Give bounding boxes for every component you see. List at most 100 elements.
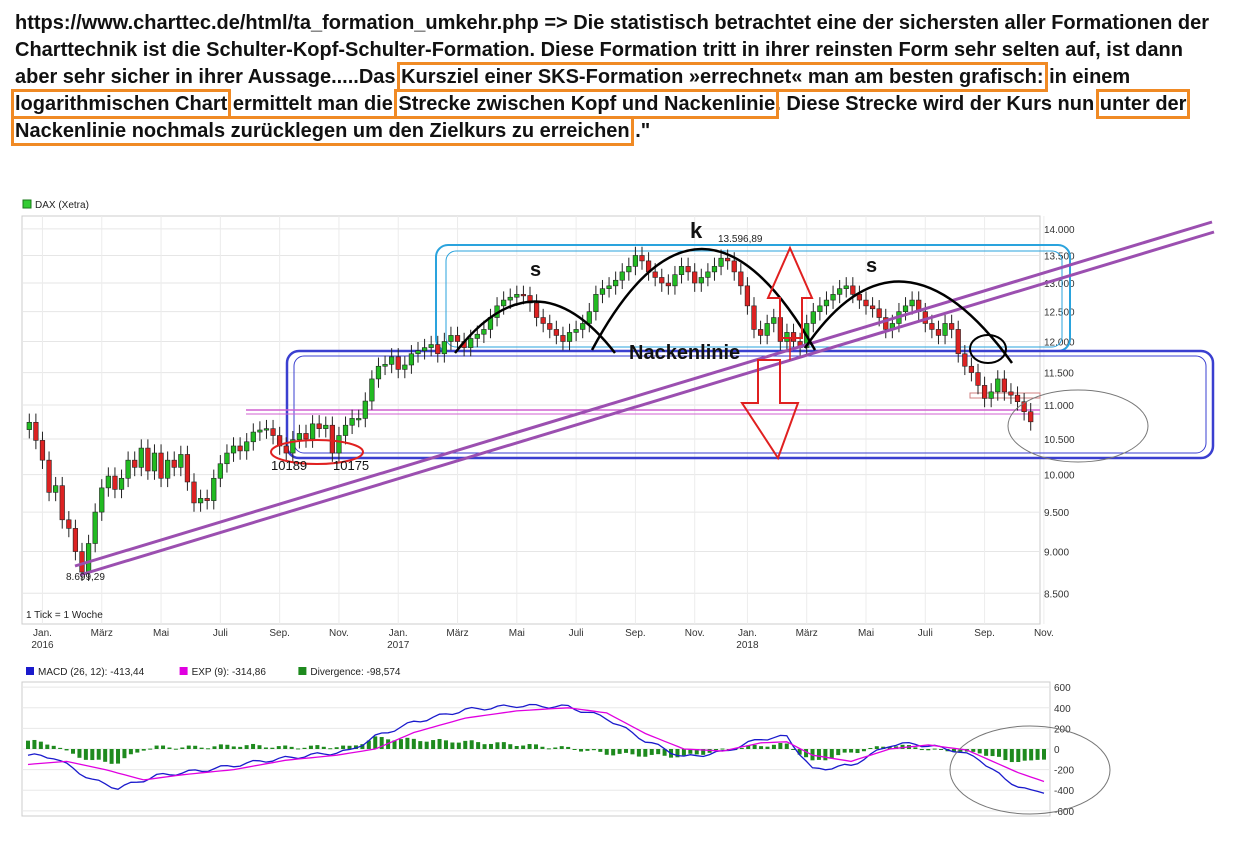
candle [59, 476, 65, 529]
dax-legend-swatch [22, 199, 32, 209]
divergence-bar [405, 737, 410, 749]
macd-panel: MACD (26, 12): -413,44 EXP (9): -314,86 Di… [21, 667, 1111, 818]
head-height-arrow [766, 245, 814, 339]
candle-body [178, 454, 184, 468]
candle-body [250, 431, 256, 443]
candle-body [329, 424, 335, 454]
candle [692, 263, 698, 292]
candle-body [303, 433, 309, 440]
candle-body [112, 475, 118, 490]
candle [33, 413, 39, 450]
candle-body [211, 477, 217, 501]
left-shoulder-label: s [530, 259, 541, 281]
candle [382, 355, 388, 376]
candle-body [72, 528, 79, 552]
candle [415, 341, 421, 363]
target-arrow [740, 359, 800, 461]
macd-legend-swatch [298, 667, 307, 675]
candle [949, 314, 955, 339]
divergence-bar [45, 744, 50, 749]
headline-highlight: unter der Nackenlinie nochmals zurückleg… [10, 89, 1191, 146]
divergence-bar [71, 749, 76, 754]
candle [1008, 383, 1014, 404]
candle [566, 323, 573, 351]
candle [1014, 386, 1021, 411]
candle-body [448, 335, 454, 342]
candle-body [705, 271, 711, 278]
candle-body [1021, 401, 1027, 412]
candle [725, 249, 731, 270]
candle [26, 413, 32, 439]
candle-body [421, 347, 428, 351]
candle [336, 426, 342, 462]
divergence-bar [488, 743, 493, 749]
macd-y-tick-label: -200 [1054, 766, 1074, 777]
candle-body [837, 288, 843, 295]
candle-body [962, 353, 968, 367]
candle-body [843, 285, 849, 289]
candle [158, 444, 164, 488]
candle-body [580, 323, 586, 330]
divergence-bar [816, 749, 821, 760]
candle-body [26, 421, 32, 430]
dax-legend: DAX (Xetra) [35, 200, 89, 211]
divergence-bar [424, 741, 429, 749]
divergence-bar [341, 745, 346, 749]
divergence-bar [456, 742, 461, 749]
candle-body [698, 277, 704, 284]
candle [408, 345, 415, 374]
divergence-bar [855, 749, 860, 754]
divergence-bar [919, 749, 924, 751]
y-tick-label: 8.500 [1044, 589, 1069, 600]
candle [705, 263, 711, 287]
candle-body [217, 463, 223, 479]
divergence-bar [58, 747, 63, 749]
candle [257, 421, 263, 441]
price-plot-frame [21, 215, 1041, 625]
candle-body [468, 338, 474, 348]
divergence-bar [38, 741, 43, 749]
divergence-bar [128, 749, 133, 755]
divergence-bar [360, 744, 365, 749]
divergence-bar [874, 746, 879, 749]
divergence-bar [540, 746, 545, 749]
candle-body [402, 364, 408, 370]
candle-body [263, 428, 270, 431]
headline-segment: . Diese Strecke wird der Kurs nun [775, 93, 1100, 115]
divergence-bar [701, 749, 706, 755]
candle-body [949, 323, 955, 330]
divergence-bar [116, 749, 121, 764]
macd-y-tick-label: 0 [1054, 745, 1060, 756]
candle-body [639, 255, 645, 262]
divergence-bar [746, 745, 751, 749]
macd-y-tick-label: -400 [1054, 786, 1074, 797]
candle [53, 476, 59, 502]
candle-body [197, 498, 204, 504]
candle-body [1001, 378, 1007, 393]
divergence-bar [26, 740, 30, 749]
x-year-label: 2018 [736, 640, 759, 651]
candle-body [382, 364, 388, 367]
candle-body [685, 266, 691, 273]
candle-body [257, 429, 263, 433]
divergence-bar [951, 749, 956, 753]
candle-body [435, 344, 441, 355]
low-value: 8.699,29 [66, 572, 105, 583]
candle [995, 370, 1001, 401]
y-tick-label: 13.000 [1044, 279, 1075, 290]
divergence-bar [643, 749, 648, 757]
divergence-bar [443, 740, 448, 749]
candle [481, 320, 487, 344]
divergence-bar [759, 746, 764, 749]
candle [909, 291, 915, 315]
divergence-bar [804, 749, 809, 758]
candle-body [171, 459, 177, 468]
candle-body [85, 543, 92, 573]
double-low-ellipse [270, 439, 364, 465]
candle-body [593, 294, 599, 312]
candle [217, 455, 223, 488]
candle-body [59, 485, 65, 521]
x-tick-label: Mai [858, 628, 874, 639]
candle-body [39, 440, 46, 461]
divergence-bar [1003, 749, 1008, 761]
